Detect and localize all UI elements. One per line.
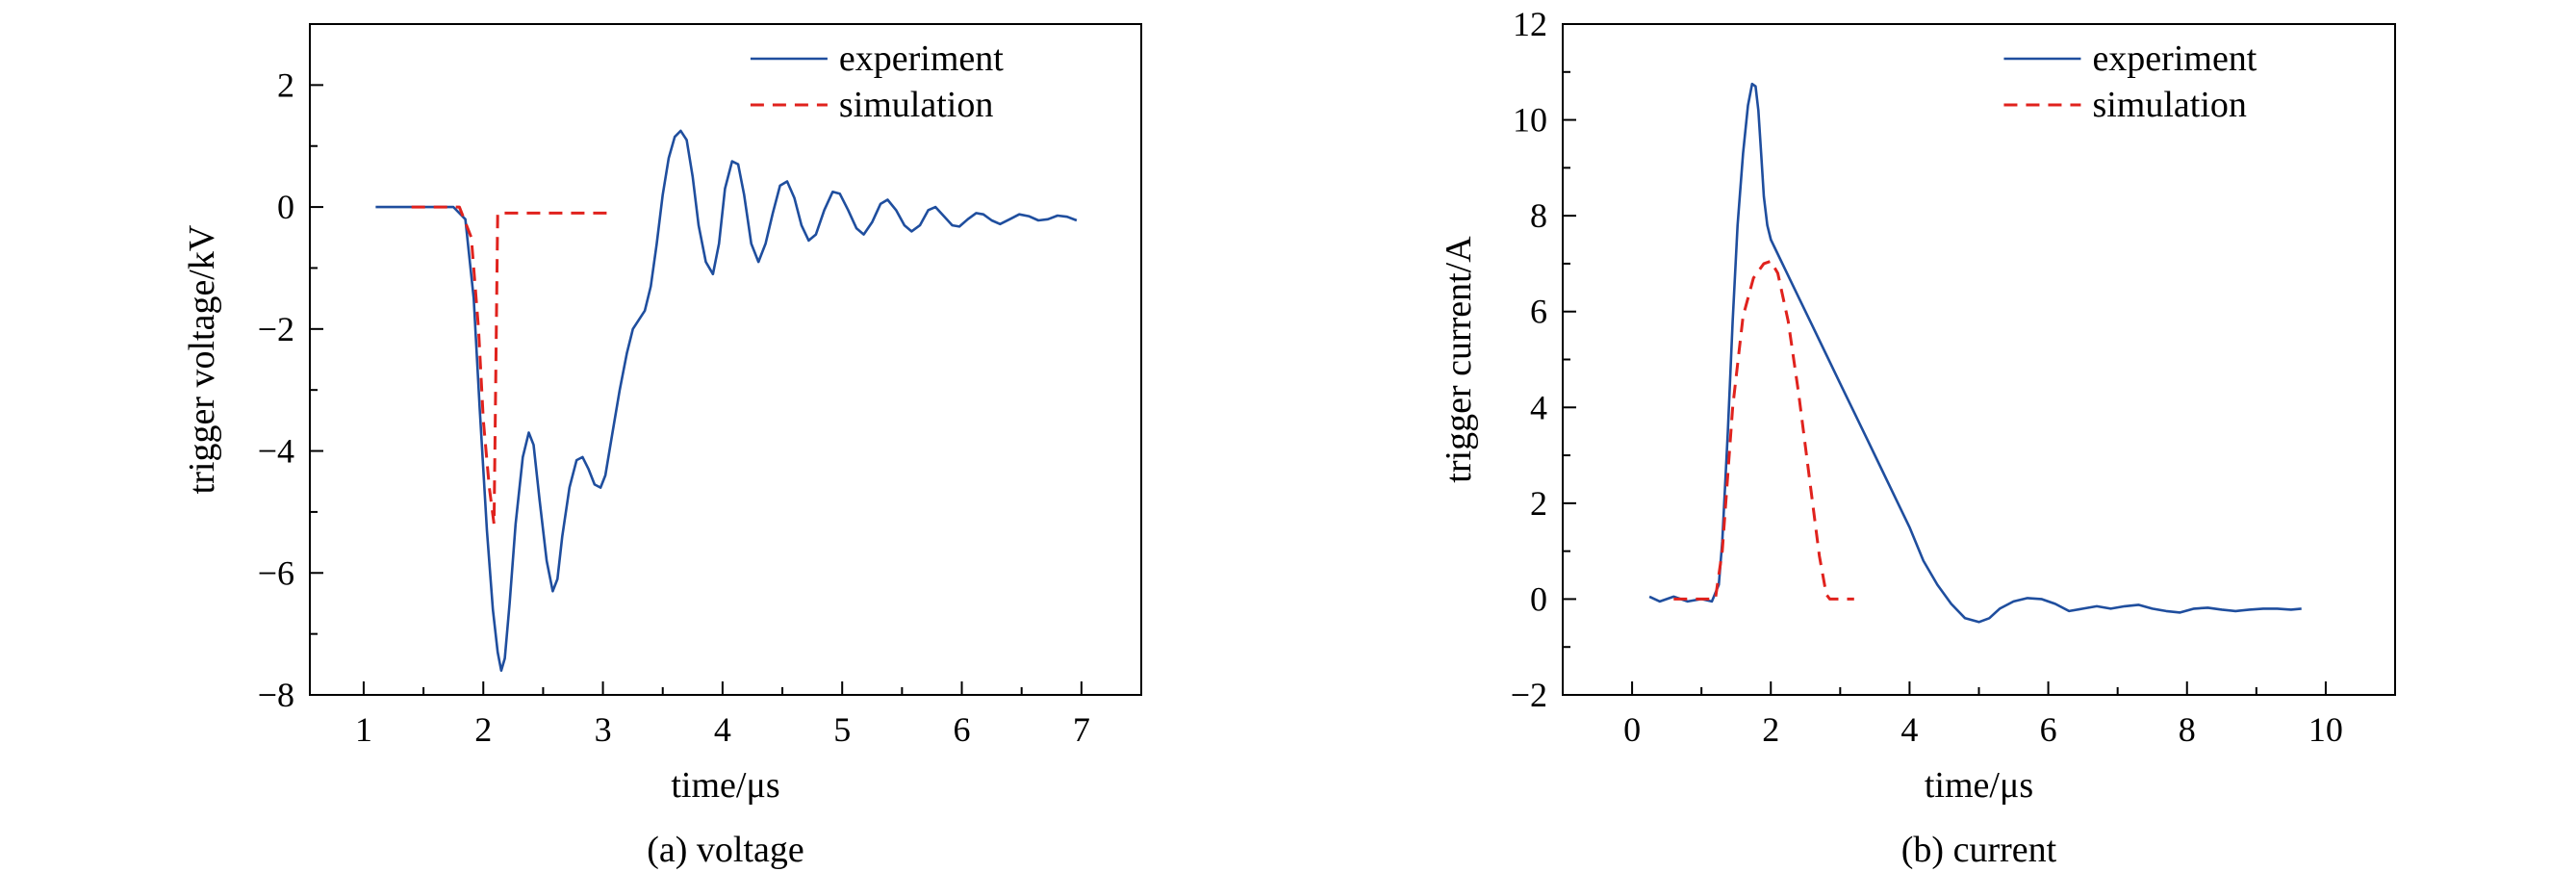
- current-y-tick-label: 6: [1530, 293, 1547, 331]
- current-x-tick-label: 8: [2179, 710, 2196, 749]
- current-legend-label-simulation: simulation: [2092, 85, 2246, 125]
- voltage-series-simulation: [411, 205, 609, 526]
- current-y-tick-label: 10: [1513, 101, 1547, 140]
- voltage-y-axis-label: trigger voltage/kV: [182, 224, 222, 494]
- voltage-x-tick-label: 5: [833, 710, 851, 749]
- voltage-x-tick-label: 1: [355, 710, 372, 749]
- voltage-plot-frame: [309, 23, 1142, 696]
- voltage-legend-label-simulation: simulation: [839, 85, 993, 125]
- voltage-series-layer: [375, 129, 1078, 673]
- voltage-x-tick-label: 2: [474, 710, 492, 749]
- current-legend: experiment simulation: [2003, 38, 2257, 125]
- panel-voltage: 1 2 3 4 5 6 7 −8 −6 −4 −2 0 2 experiment simulation t…: [182, 23, 1142, 870]
- current-caption: (b) current: [1901, 830, 2057, 870]
- voltage-x-tick-label: 7: [1073, 710, 1090, 749]
- current-plot-frame: [1562, 23, 2396, 696]
- voltage-y-tick-label: 2: [277, 65, 294, 104]
- voltage-y-tick-label: −2: [258, 310, 294, 348]
- current-series-layer: [1648, 82, 2302, 624]
- current-ticks: 0 2 4 6 8 10 −2 0 2 4 6 8 10 12: [1511, 5, 2343, 749]
- current-y-tick-label: 2: [1530, 484, 1547, 523]
- voltage-ticks: 1 2 3 4 5 6 7 −8 −6 −4 −2 0 2: [258, 23, 1090, 749]
- current-y-tick-label: 0: [1530, 579, 1547, 618]
- current-series-experiment: [1648, 82, 2302, 624]
- voltage-x-axis-label: time/μs: [671, 765, 779, 806]
- current-x-tick-label: 6: [2040, 710, 2057, 749]
- voltage-x-tick-label: 3: [595, 710, 612, 749]
- current-y-tick-label: 4: [1530, 388, 1547, 426]
- voltage-y-tick-label: −4: [258, 432, 294, 471]
- current-x-tick-label: 10: [2308, 710, 2343, 749]
- current-x-tick-label: 4: [1900, 710, 1918, 749]
- current-y-tick-label: −2: [1511, 676, 1547, 714]
- current-y-axis-label: trigger current/A: [1439, 236, 1479, 483]
- voltage-x-tick-label: 4: [714, 710, 731, 749]
- current-x-tick-label: 0: [1623, 710, 1641, 749]
- voltage-y-tick-label: 0: [277, 188, 294, 226]
- voltage-legend-label-experiment: experiment: [839, 38, 1004, 79]
- voltage-caption: (a) voltage: [647, 830, 804, 870]
- voltage-y-tick-label: −6: [258, 553, 294, 592]
- voltage-x-tick-label: 6: [954, 710, 971, 749]
- voltage-legend: experiment simulation: [750, 38, 1004, 125]
- current-x-axis-label: time/μs: [1925, 765, 2033, 806]
- current-series-simulation: [1673, 259, 1854, 601]
- current-y-tick-label: 8: [1530, 196, 1547, 235]
- voltage-y-tick-label: −8: [258, 676, 294, 714]
- current-y-tick-label: 12: [1513, 5, 1547, 43]
- voltage-series-experiment: [375, 129, 1078, 673]
- current-x-tick-label: 2: [1762, 710, 1779, 749]
- current-legend-label-experiment: experiment: [2092, 38, 2257, 79]
